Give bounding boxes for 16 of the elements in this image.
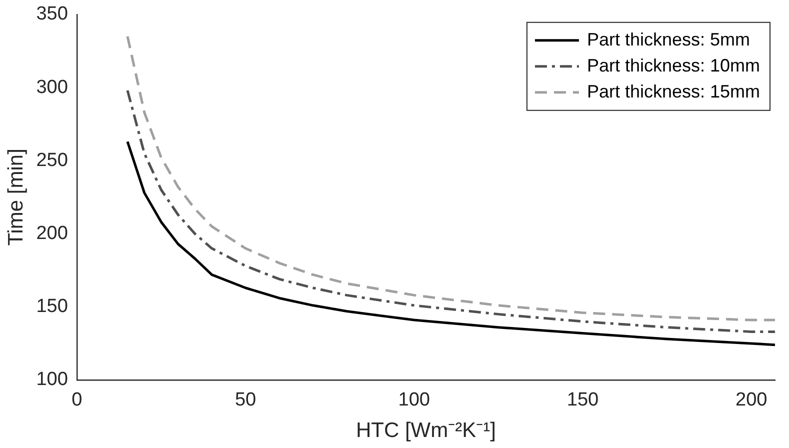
y-tick-label: 350 xyxy=(36,4,68,25)
x-tick-label: 50 xyxy=(234,390,256,411)
y-tick-label: 300 xyxy=(36,76,68,98)
legend-label: Part thickness: 15mm xyxy=(586,81,760,102)
legend-label: Part thickness: 10mm xyxy=(586,55,760,76)
y-axis-title: Time [min] xyxy=(4,148,28,246)
x-tick-label: 150 xyxy=(566,390,599,411)
legend-label: Part thickness: 5mm xyxy=(586,29,750,50)
y-tick-label: 200 xyxy=(36,222,68,244)
y-tick-label: 150 xyxy=(36,296,68,318)
y-tick-label: 250 xyxy=(36,150,68,171)
x-axis-title: HTC [Wm⁻²K⁻¹] xyxy=(356,419,496,442)
x-tick-label: 100 xyxy=(398,390,430,411)
y-tick-label: 100 xyxy=(36,369,68,390)
x-tick-label: 0 xyxy=(72,390,82,411)
x-tick-label: 200 xyxy=(736,390,768,411)
